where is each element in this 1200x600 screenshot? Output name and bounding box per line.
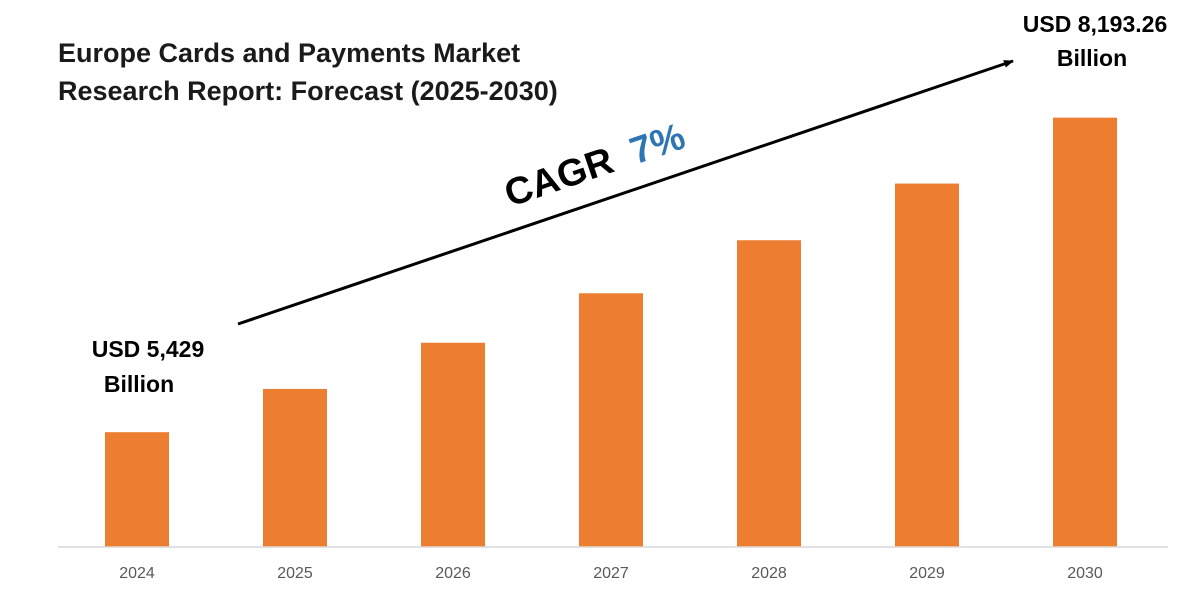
chart-title-line-1: Europe Cards and Payments Market: [58, 38, 520, 68]
bar-2029: [895, 183, 959, 547]
bar-2025: [263, 388, 327, 547]
start-value-callout-line-2: Billion: [104, 371, 174, 397]
x-tick-2028: 2028: [751, 565, 787, 582]
bar-2028: [737, 240, 801, 547]
end-value-callout-line-1: USD 8,193.26: [1023, 11, 1167, 37]
x-tick-2027: 2027: [593, 565, 629, 582]
x-tick-2029: 2029: [909, 565, 945, 582]
bar-2030: [1053, 117, 1117, 548]
bar-2027: [579, 293, 643, 547]
bars-group: [105, 117, 1117, 548]
cagr-annotation: CAGR 7%: [499, 116, 690, 216]
start-value-callout-line-1: USD 5,429: [92, 336, 205, 362]
cagr-value: 7%: [625, 116, 690, 173]
cagr-label: CAGR: [499, 140, 618, 216]
x-tick-2024: 2024: [119, 565, 155, 582]
x-tick-labels: 2024 2025 2026 2027 2028 2029 2030: [119, 565, 1103, 582]
growth-trend-arrow: [237, 59, 1014, 326]
end-value-callout-line-2: Billion: [1057, 45, 1127, 71]
bar-2024: [105, 432, 169, 547]
bar-2026: [421, 342, 485, 547]
x-tick-2025: 2025: [277, 565, 313, 582]
x-tick-2030: 2030: [1067, 565, 1103, 582]
chart-title-line-2: Research Report: Forecast (2025-2030): [58, 76, 558, 106]
x-tick-2026: 2026: [435, 565, 471, 582]
